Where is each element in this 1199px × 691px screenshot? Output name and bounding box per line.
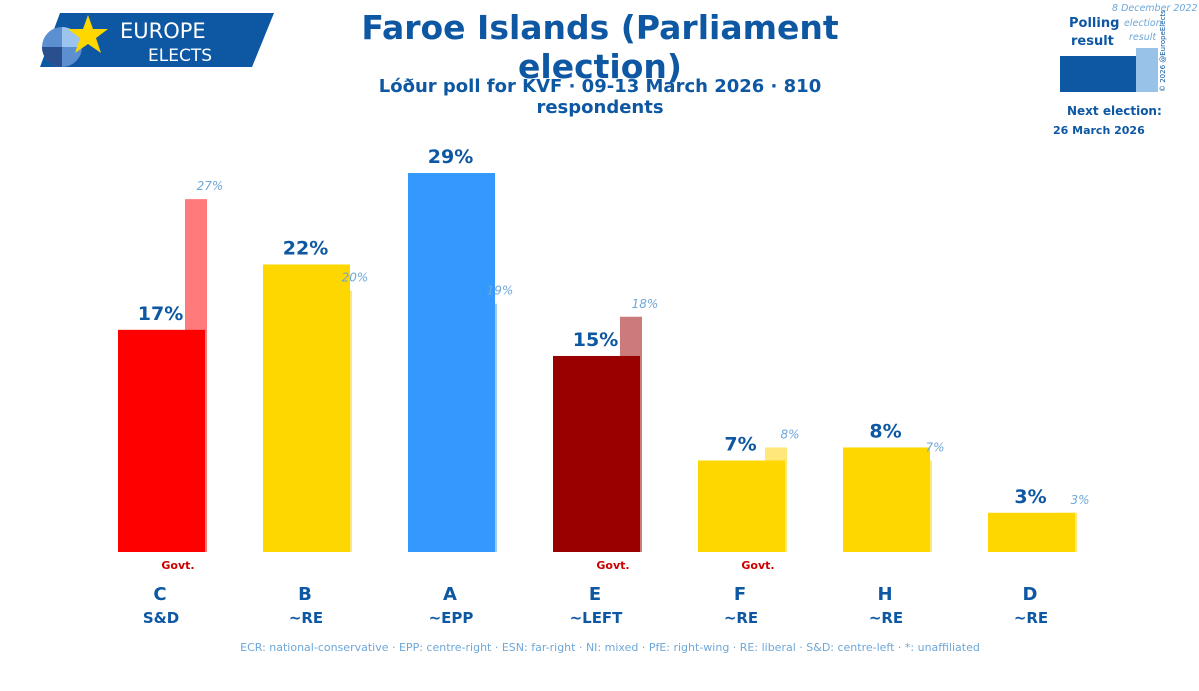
election-value-label-F: 8%	[780, 427, 799, 441]
govt-label-F: Govt.	[741, 559, 774, 572]
election-value-label-B: 20%	[342, 271, 369, 285]
poll-bar-C	[118, 329, 205, 552]
poll-bar-H	[843, 447, 930, 552]
poll-bar-D	[988, 512, 1075, 552]
category-label-B: B	[298, 584, 312, 605]
poll-bar-F	[698, 460, 785, 552]
legend-polling-swatch	[1060, 56, 1136, 92]
category-label-H: H	[877, 584, 892, 605]
group-label-E: ~LEFT	[570, 609, 624, 627]
group-label-B: ~RE	[289, 609, 323, 627]
poll-value-label-H: 8%	[869, 420, 901, 442]
group-label-F: ~RE	[724, 609, 758, 627]
page-subtitle: Lóður poll for KVF · 09-13 March 2026 · …	[378, 76, 822, 118]
poll-bar-B	[263, 264, 350, 552]
category-label-A: A	[443, 584, 457, 605]
poll-value-label-B: 22%	[283, 237, 328, 259]
category-label-E: E	[589, 584, 601, 605]
europe-elects-logo: EUROPE ELECTS	[40, 13, 274, 67]
legend-next-election-label: Next election:	[1067, 104, 1162, 118]
logo-text-europe: EUROPE	[120, 19, 206, 43]
group-label-H: ~RE	[869, 609, 903, 627]
poll-value-label-A: 29%	[428, 146, 473, 168]
poll-value-label-C: 17%	[138, 303, 183, 325]
legend-copyright: © 2026 @EuropeElects	[1159, 10, 1167, 92]
poll-value-label-E: 15%	[573, 329, 618, 351]
legend-election-label-2: result	[1129, 32, 1157, 43]
group-label-A: ~EPP	[429, 609, 474, 627]
poll-value-label-D: 3%	[1014, 486, 1046, 508]
legend-polling-label-1: Polling	[1069, 16, 1119, 31]
group-label-C: S&D	[143, 609, 179, 627]
election-value-label-A: 19%	[487, 284, 514, 298]
star-icon	[68, 15, 108, 53]
legend-election-swatch	[1136, 48, 1158, 92]
govt-label-C: Govt.	[161, 559, 194, 572]
poll-bar-E	[553, 355, 640, 552]
logo-text-elects: ELECTS	[148, 46, 212, 66]
footer-note: ECR: national-conservative · EPP: centre…	[240, 641, 980, 654]
legend-election-label-1: election	[1124, 18, 1162, 29]
poll-value-label-F: 7%	[724, 434, 756, 456]
govt-label-E: Govt.	[596, 559, 629, 572]
legend: Polling result 8 December 2022 election …	[1053, 3, 1198, 137]
poll-bar-A	[408, 173, 495, 552]
election-value-label-E: 18%	[632, 297, 659, 311]
group-label-D: ~RE	[1014, 609, 1048, 627]
legend-polling-label-2: result	[1071, 34, 1114, 49]
legend-election-date: 8 December 2022	[1112, 3, 1198, 14]
logo-banner	[40, 13, 274, 67]
category-label-C: C	[153, 584, 166, 605]
category-label-F: F	[734, 584, 746, 605]
election-value-label-C: 27%	[197, 179, 224, 193]
category-label-D: D	[1023, 584, 1038, 605]
legend-next-election-date: 26 March 2026	[1053, 124, 1145, 137]
election-value-label-H: 7%	[925, 441, 944, 455]
election-value-label-D: 3%	[1070, 493, 1089, 507]
page-title: Faroe Islands (Parliament election)	[361, 8, 839, 86]
